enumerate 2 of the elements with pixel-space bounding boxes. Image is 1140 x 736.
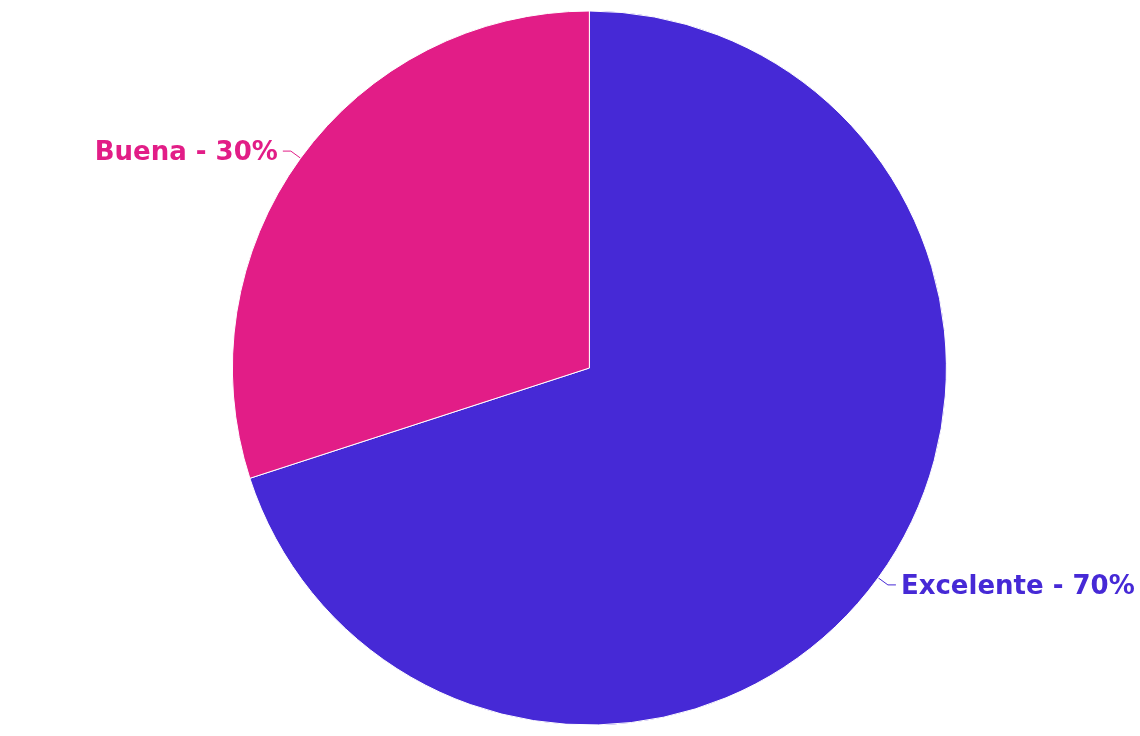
slice-label: Excelente - 70% (900, 569, 1135, 600)
slice-label: Buena - 30% (94, 136, 278, 167)
